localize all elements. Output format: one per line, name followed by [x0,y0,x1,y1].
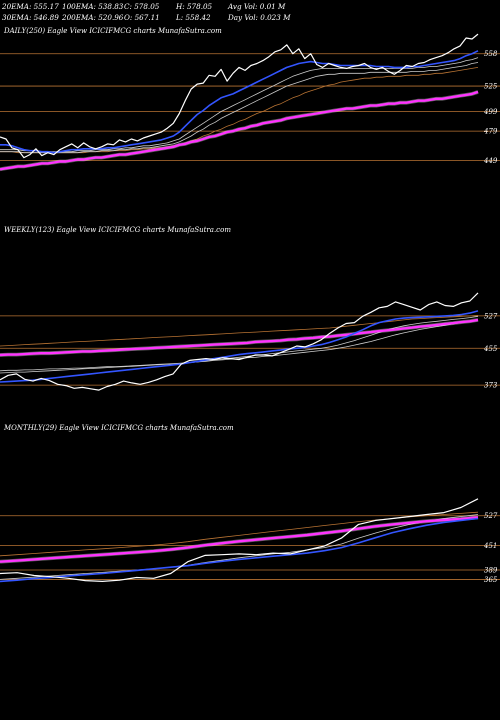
weekly-tick-label: 455 [483,345,498,353]
low-value: L: 558.42 [176,13,211,22]
monthly-price-line [0,498,479,583]
monthly-tick-label: 389 [484,566,498,574]
high-value: H: 578.05 [176,2,213,11]
ema100-value: 100EMA: 538.83 [62,2,124,11]
monthly-tick-label: 527 [484,512,498,520]
daily-tick-label: 558 [484,50,498,58]
daily-ma_mid-line [0,57,479,153]
weekly-tick-label: 527 [484,312,498,320]
weekly-price-line [0,292,479,391]
monthly-ma_mid-line [0,514,479,580]
weekly-panel-title: WEEKLY(123) Eagle View ICICIFMCG charts … [4,226,231,234]
ema200-value: 200EMA: 520.96 [62,13,124,22]
monthly-ema_short-line [0,517,479,583]
weekly-tick-label: 373 [484,382,498,390]
monthly-tick-label: 451 [483,542,497,550]
monthly-tick-label: 365 [484,576,498,584]
weekly-ma_mid-line [0,319,479,372]
day-vol-value: Day Vol: 0.023 M [228,13,291,22]
daily-tick-label: 479 [483,128,498,136]
monthly-ma_brown-line [0,511,479,557]
daily-ema_short-line [0,50,479,154]
close-value: C: 578.05 [124,2,160,11]
weekly-ema_long-line [0,318,479,357]
open-value: O: 567.11 [124,13,160,22]
avg-vol-value: Avg Vol: 0.01 M [228,2,286,11]
monthly-panel-title: MONTHLY(29) Eagle View ICICIFMCG charts … [3,424,234,432]
daily-ema_long-line [0,90,479,171]
daily-tick-label: 449 [483,157,498,165]
daily-tick-label: 499 [483,108,498,116]
ema20-value: 20EMA: 555.17 [2,2,59,11]
monthly-ema_long-line [0,516,479,563]
daily-price-line [0,33,479,159]
weekly-ema_short-line [0,310,479,383]
daily-ma_mid-line [0,62,479,154]
daily-tick-label: 525 [484,83,498,91]
daily-panel-title: DAILY(250) Eagle View ICICIFMCG charts M… [3,27,222,35]
weekly-ma_mid-line [0,315,479,374]
daily-ma_brown-line [0,67,479,154]
ema30-value: 30EMA: 546.89 [2,13,59,22]
indicator-header: 20EMA: 555.17 100EMA: 538.83 C: 578.05 H… [0,0,500,26]
weekly-ma_brown-line [0,315,479,347]
